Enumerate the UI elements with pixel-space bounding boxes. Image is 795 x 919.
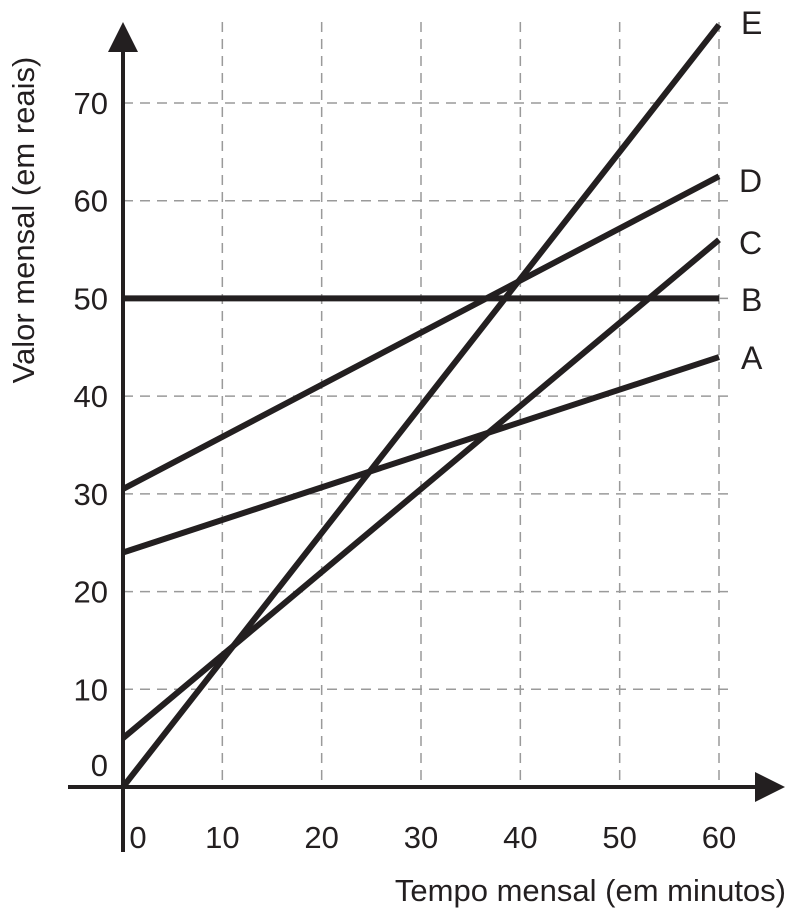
series-line-d — [121, 173, 721, 492]
x-tick-label: 0 — [129, 820, 146, 855]
y-tick-label: 40 — [74, 379, 108, 414]
y-axis-arrow-icon — [108, 22, 138, 52]
series-line-e — [120, 22, 722, 789]
y-tick-label: 50 — [74, 281, 108, 316]
y-tick-label: 30 — [74, 477, 108, 512]
y-tick-label: 60 — [74, 184, 108, 219]
x-tick-label: 30 — [404, 820, 438, 855]
y-tick-label: 0 — [91, 748, 108, 783]
x-tick-label: 10 — [205, 820, 239, 855]
x-tick-label: 50 — [602, 820, 636, 855]
y-axis-title: Valor mensal (em reais) — [6, 57, 41, 384]
axes — [68, 22, 785, 852]
y-tick-label: 70 — [74, 86, 108, 121]
y-tick-label: 20 — [74, 575, 108, 610]
x-tick-label: 20 — [304, 820, 338, 855]
x-axis-arrow-icon — [755, 772, 785, 802]
y-tick-label: 10 — [74, 672, 108, 707]
tick-labels: 0 10 20 30 40 50 60 0 10 20 30 40 50 60 70 — [74, 86, 737, 855]
x-tick-label: 40 — [503, 820, 537, 855]
series-label-b: B — [741, 282, 762, 318]
x-axis-title: Tempo mensal (em minutos) — [395, 873, 786, 908]
series-line-a — [122, 354, 720, 556]
series-label-e: E — [741, 5, 762, 41]
series-lines — [120, 22, 722, 789]
x-tick-label: 60 — [702, 820, 736, 855]
series-line-c — [121, 237, 721, 741]
series-label-d: D — [739, 163, 762, 199]
series-label-c: C — [739, 225, 762, 261]
series-label-a: A — [741, 340, 763, 376]
